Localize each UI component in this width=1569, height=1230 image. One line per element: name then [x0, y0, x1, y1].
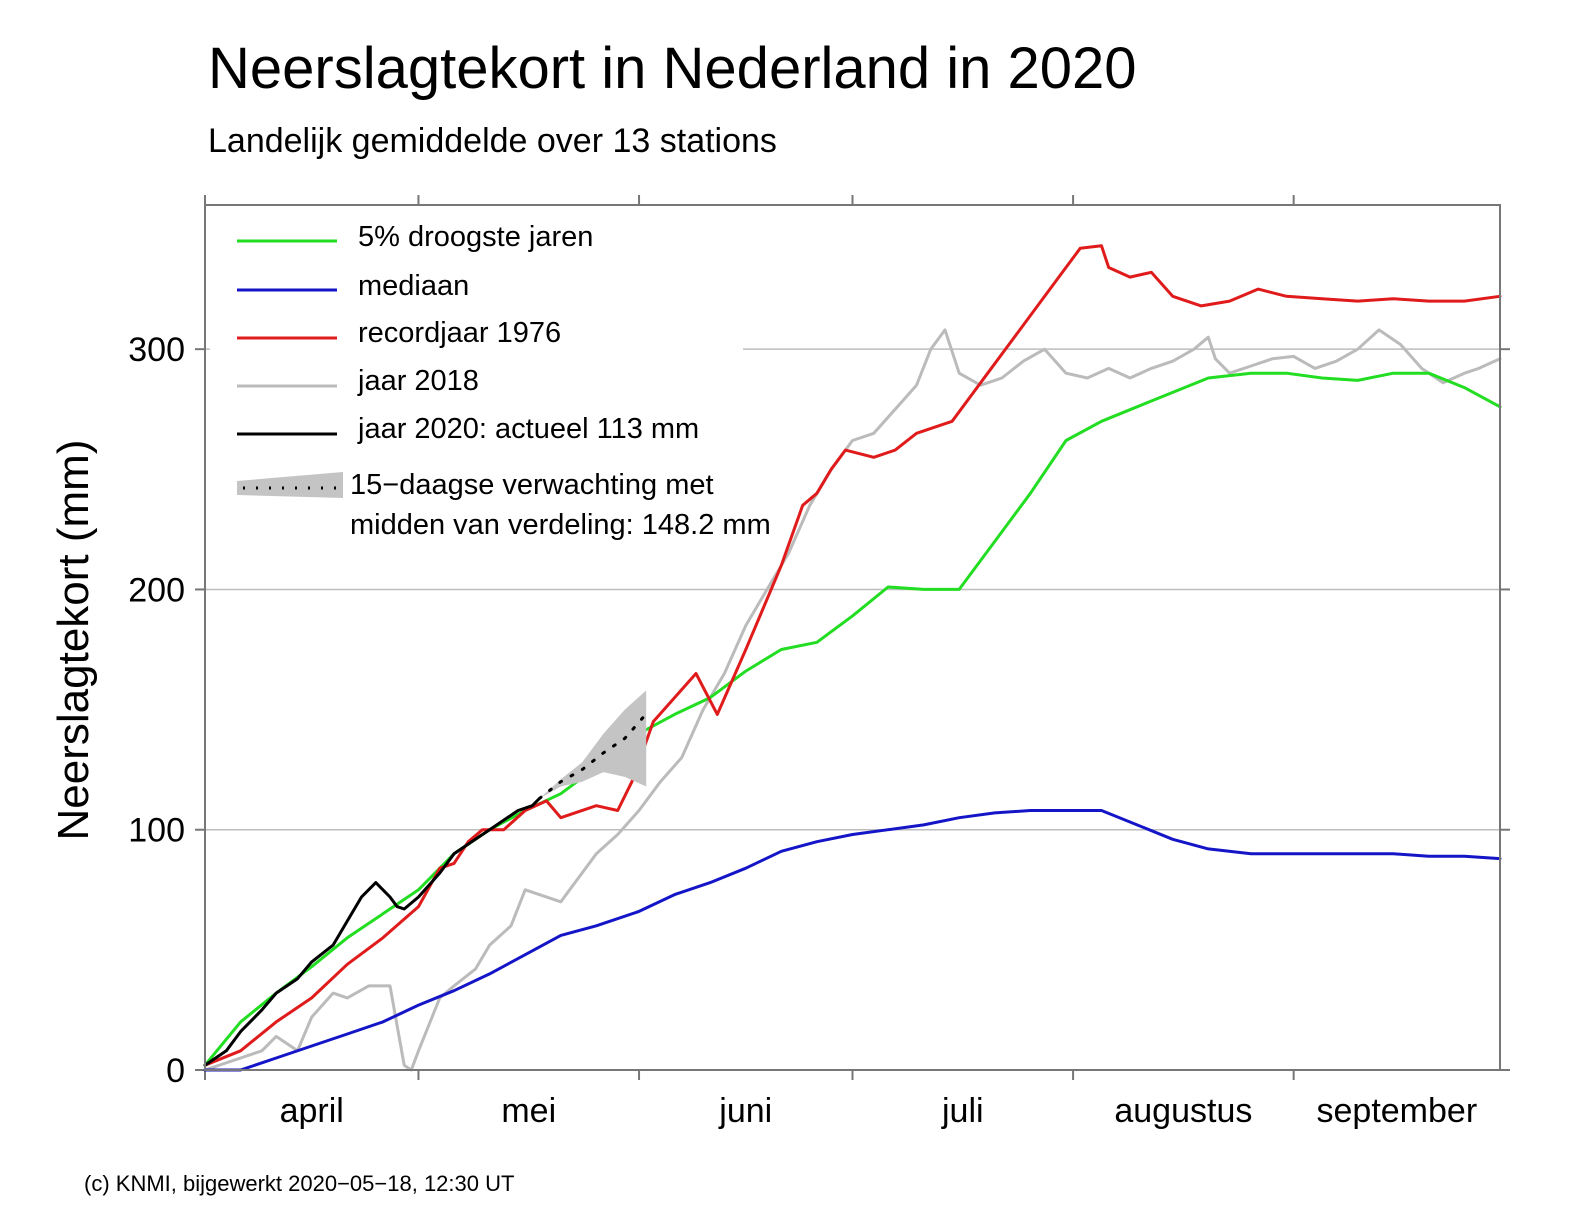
y-tick-label: 300: [128, 331, 185, 369]
forecast-median-line: [537, 712, 648, 800]
legend: 5% droogste jaren mediaan recordjaar 197…: [237, 221, 771, 541]
y-axis-ticks: 0 100 200 300: [128, 331, 1510, 1090]
y-tick-label: 200: [128, 571, 185, 609]
x-tick-label: september: [1317, 1092, 1478, 1130]
series-line: [203, 797, 541, 1067]
series-line: [203, 809, 1502, 1072]
plot-series: [203, 244, 1502, 1072]
legend-swatch-forecast: [237, 472, 343, 498]
y-tick-label: 100: [128, 812, 185, 850]
x-tick-label: juli: [941, 1092, 984, 1130]
chart-subtitle: Landelijk gemiddelde over 13 stations: [208, 122, 777, 160]
legend-label-forecast: 15−daagse verwachting met: [350, 469, 714, 501]
x-tick-label: mei: [501, 1092, 556, 1130]
x-tick-label: juni: [718, 1092, 772, 1130]
y-tick-label: 0: [166, 1052, 185, 1090]
x-tick-label: april: [280, 1092, 344, 1130]
legend-label-droogste: 5% droogste jaren: [358, 221, 593, 253]
legend-label-2018: jaar 2018: [357, 365, 479, 397]
legend-label-2020: jaar 2020: actueel 113 mm: [357, 413, 699, 445]
x-axis-ticks: april mei juni juli augustus september: [204, 195, 1478, 1130]
legend-background: [210, 210, 743, 575]
x-tick-label: augustus: [1114, 1092, 1252, 1130]
chart-title: Neerslagtekort in Nederland in 2020: [208, 36, 1137, 101]
legend-label-mediaan: mediaan: [358, 270, 469, 302]
legend-label-recordjaar: recordjaar 1976: [358, 317, 561, 349]
legend-label-forecast-line2: midden van verdeling: 148.2 mm: [350, 509, 771, 541]
y-axis-label: Neerslagtekort (mm): [49, 440, 98, 841]
chart-footer: (c) KNMI, bijgewerkt 2020−05−18, 12:30 U…: [84, 1171, 514, 1196]
series-line: [203, 244, 1502, 1067]
forecast-band: [539, 690, 647, 799]
plot-frame: [204, 204, 1501, 1071]
series-line: [203, 371, 1502, 1067]
